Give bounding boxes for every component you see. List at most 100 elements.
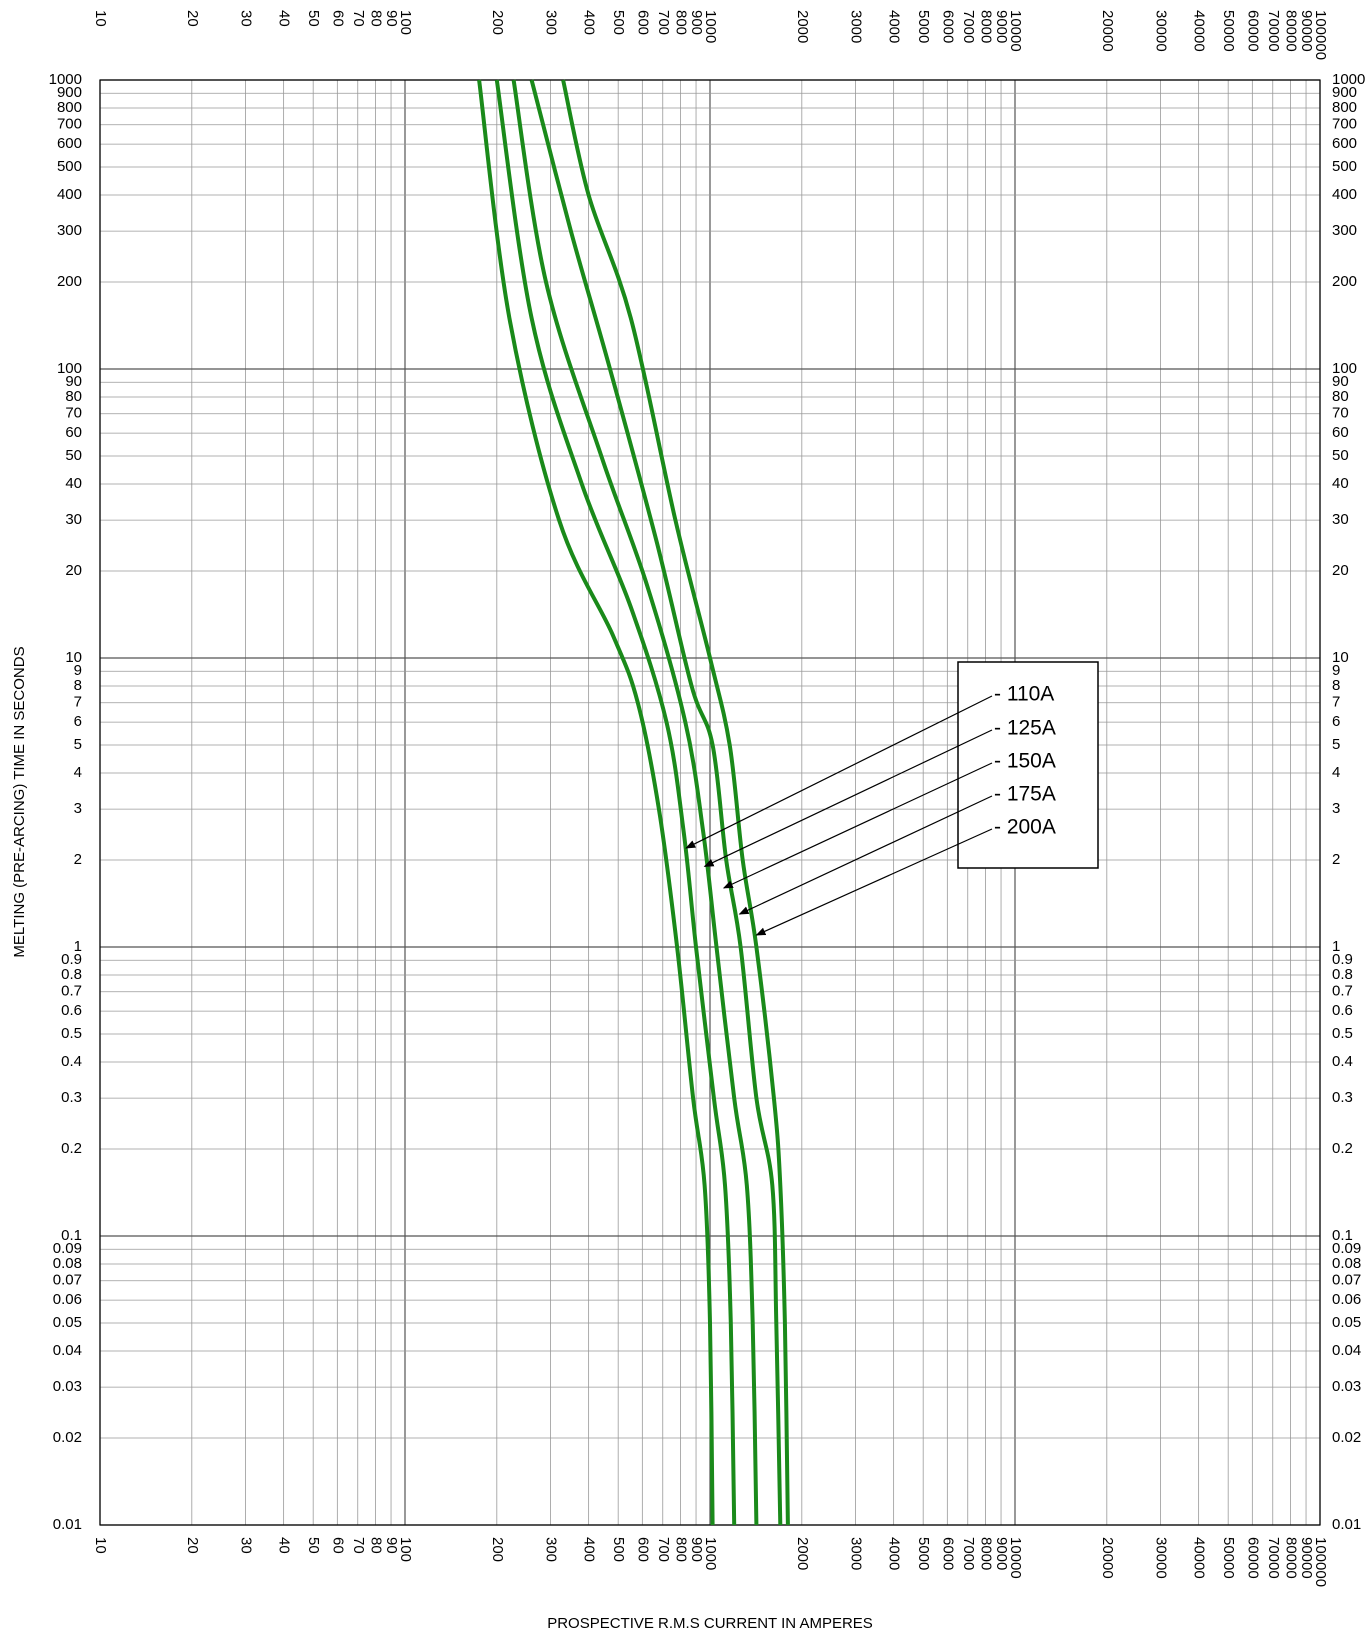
legend-entry-175a: - 175A	[994, 783, 1056, 806]
x-tick-label-bottom: 4000	[886, 1537, 903, 1570]
y-tick-label-left: 500	[57, 158, 82, 175]
y-tick-label-right: 7	[1332, 694, 1340, 711]
y-tick-label-left: 0.6	[61, 1002, 82, 1019]
x-tick-label-top: 200	[489, 10, 506, 35]
y-tick-label-left: 10	[65, 649, 82, 666]
series-line-150a	[511, 79, 759, 1526]
x-tick-label-top: 4000	[886, 10, 903, 43]
y-tick-label-left: 3	[74, 800, 82, 817]
y-tick-label-left: 5	[74, 736, 82, 753]
series-line-175a	[529, 79, 783, 1526]
x-tick-label-bottom: 30000	[1153, 1537, 1170, 1579]
y-tick-label-right: 1	[1332, 938, 1340, 955]
y-tick-label-left: 70	[65, 405, 82, 422]
x-tick-label-top: 80000	[1282, 10, 1299, 52]
series-line-200a	[561, 79, 790, 1526]
x-tick-label-bottom: 40000	[1191, 1537, 1208, 1579]
x-tick-label-bottom: 50	[305, 1537, 322, 1554]
y-tick-label-left: 400	[57, 186, 82, 203]
x-tick-label-top: 30	[238, 10, 255, 27]
x-tick-label-top: 70	[350, 10, 367, 27]
y-tick-label-right: 0.2	[1332, 1140, 1353, 1157]
y-tick-label-right: 40	[1332, 475, 1349, 492]
x-tick-label-top: 90000	[1298, 10, 1315, 52]
legend-arrow	[755, 828, 993, 936]
x-tick-label-top: 10000	[1007, 10, 1024, 52]
plot-frame	[99, 79, 1321, 1526]
y-tick-label-right: 60	[1332, 424, 1349, 441]
x-tick-label-top: 6000	[939, 10, 956, 43]
y-tick-label-left: 0.1	[61, 1227, 82, 1244]
y-tick-label-right: 900	[1332, 84, 1357, 101]
x-tick-label-top: 80	[367, 10, 384, 27]
legend-entry-125a: - 125A	[994, 717, 1056, 740]
y-tick-label-left: 0.09	[53, 1240, 82, 1257]
x-tick-label-top: 800	[672, 10, 689, 35]
y-tick-label-left: 0.08	[53, 1255, 82, 1272]
x-tick-label-bottom: 8000	[977, 1537, 994, 1570]
x-tick-label-bottom: 5000	[915, 1537, 932, 1570]
y-tick-label-right: 0.02	[1332, 1429, 1361, 1446]
y-tick-label-right: 2	[1332, 851, 1340, 868]
x-tick-label-top: 400	[581, 10, 598, 35]
x-tick-label-top: 8000	[977, 10, 994, 43]
x-tick-label-bottom: 10000	[1007, 1537, 1024, 1579]
x-tick-label-top: 500	[610, 10, 627, 35]
tick-labels: 1010202030304040505060607070808090901001…	[49, 10, 1366, 1587]
x-tick-label-bottom: 400	[581, 1537, 598, 1562]
x-tick-label-bottom: 70000	[1265, 1537, 1282, 1579]
x-tick-label-bottom: 300	[543, 1537, 560, 1562]
x-tick-label-bottom: 20000	[1099, 1537, 1116, 1579]
y-tick-label-right: 8	[1332, 677, 1340, 694]
x-tick-label-bottom: 50000	[1220, 1537, 1237, 1579]
x-tick-label-top: 40	[276, 10, 293, 27]
x-tick-label-bottom: 80	[367, 1537, 384, 1554]
y-tick-label-right: 0.09	[1332, 1240, 1361, 1257]
x-tick-label-top: 600	[634, 10, 651, 35]
x-tick-label-top: 100	[397, 10, 414, 35]
y-tick-label-left: 0.3	[61, 1089, 82, 1106]
x-tick-label-bottom: 500	[610, 1537, 627, 1562]
y-tick-label-right: 70	[1332, 405, 1349, 422]
x-tick-label-bottom: 20	[184, 1537, 201, 1554]
x-tick-label-bottom: 800	[672, 1537, 689, 1562]
x-tick-label-top: 20	[184, 10, 201, 27]
y-tick-label-left: 0.07	[53, 1272, 82, 1289]
x-tick-label-bottom: 6000	[939, 1537, 956, 1570]
y-tick-label-left: 6	[74, 713, 82, 730]
y-axis-label: MELTING (PRE-ARCING) TIME IN SECONDS	[11, 646, 28, 957]
x-tick-label-bottom: 9000	[993, 1537, 1010, 1570]
y-tick-label-right: 0.1	[1332, 1227, 1353, 1244]
y-tick-label-left: 0.05	[53, 1314, 82, 1331]
x-tick-label-bottom: 30	[238, 1537, 255, 1554]
y-tick-label-right: 0.3	[1332, 1089, 1353, 1106]
x-tick-label-bottom: 60	[329, 1537, 346, 1554]
y-tick-label-left: 0.06	[53, 1291, 82, 1308]
x-tick-label-top: 10	[92, 10, 109, 27]
x-tick-label-top: 1000	[702, 10, 719, 43]
x-tick-label-bottom: 200	[489, 1537, 506, 1562]
legend-entry-150a: - 150A	[994, 750, 1056, 773]
x-tick-label-bottom: 60000	[1244, 1537, 1261, 1579]
x-tick-label-bottom: 600	[634, 1537, 651, 1562]
y-tick-label-left: 1	[74, 938, 82, 955]
y-tick-label-right: 6	[1332, 713, 1340, 730]
y-tick-label-left: 7	[74, 694, 82, 711]
y-tick-label-right: 400	[1332, 186, 1357, 203]
y-tick-label-left: 0.7	[61, 983, 82, 1000]
y-tick-label-left: 2	[74, 851, 82, 868]
y-tick-label-right: 0.03	[1332, 1378, 1361, 1395]
y-tick-label-left: 4	[74, 764, 82, 781]
y-tick-label-left: 9	[74, 662, 82, 679]
x-tick-label-top: 50	[305, 10, 322, 27]
x-tick-label-top: 2000	[794, 10, 811, 43]
x-tick-label-top: 90	[383, 10, 400, 27]
y-tick-label-left: 100	[57, 360, 82, 377]
y-tick-label-right: 4	[1332, 764, 1340, 781]
y-tick-label-right: 100	[1332, 360, 1357, 377]
x-tick-label-top: 7000	[960, 10, 977, 43]
y-tick-label-right: 3	[1332, 800, 1340, 817]
x-tick-label-top: 70000	[1265, 10, 1282, 52]
y-tick-label-left: 700	[57, 116, 82, 133]
